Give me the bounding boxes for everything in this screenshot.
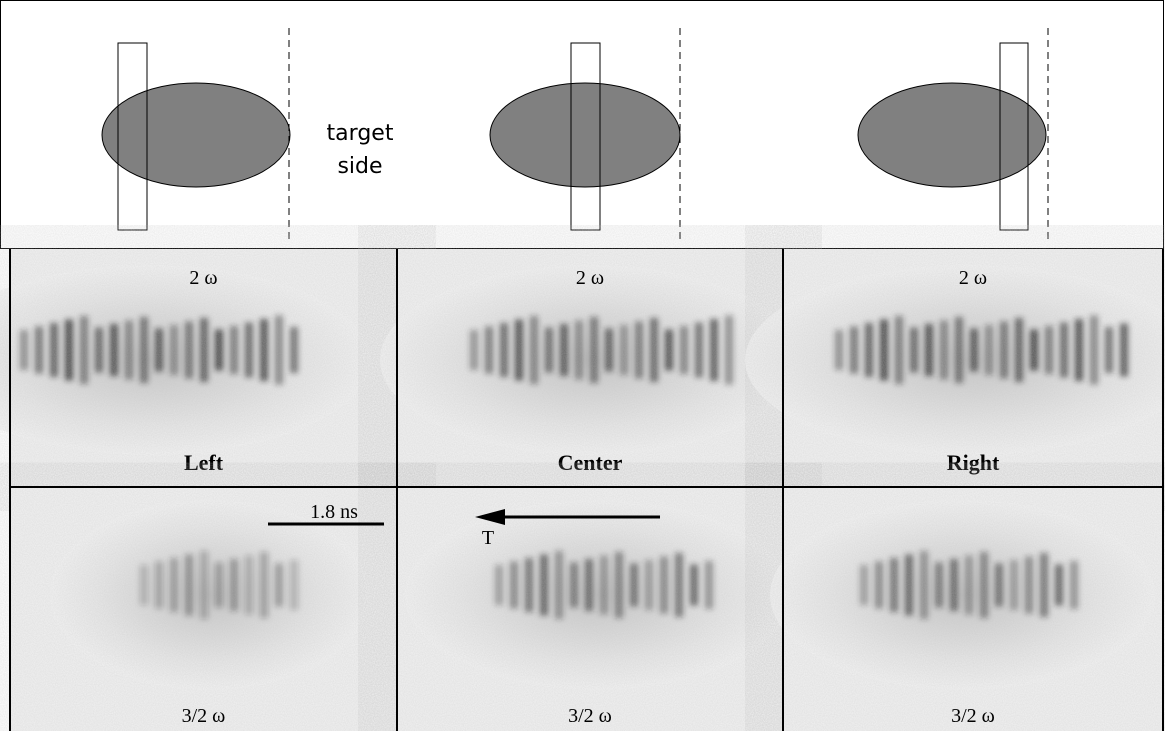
harmonic-label: 3/2 ω <box>951 705 995 727</box>
arrow-label: T <box>482 527 494 549</box>
streak-image <box>397 487 790 731</box>
harmonic-label: 2 ω <box>959 267 987 289</box>
figure: target side 2 ω Left 2 ω Center 2 ω Right 3/2 … <box>0 0 1165 731</box>
harmonic-label: 2 ω <box>189 267 217 289</box>
noise <box>783 487 1163 731</box>
harmonic-label: 2 ω <box>576 267 604 289</box>
label-target: target <box>327 121 394 146</box>
scale-label: 1.8 ns <box>310 501 358 523</box>
harmonic-label: 3/2 ω <box>182 705 226 727</box>
harmonic-label: 3/2 ω <box>568 705 612 727</box>
label-side: side <box>337 154 382 179</box>
noise <box>397 487 783 731</box>
position-label: Left <box>184 450 224 475</box>
streak-image <box>770 487 1163 731</box>
position-label: Right <box>947 450 1000 475</box>
panels: 2 ω Left 2 ω Center 2 ω Right 3/2 ω 3/2 ω 3/2 ω <box>0 249 1165 731</box>
position-label: Center <box>558 450 623 475</box>
